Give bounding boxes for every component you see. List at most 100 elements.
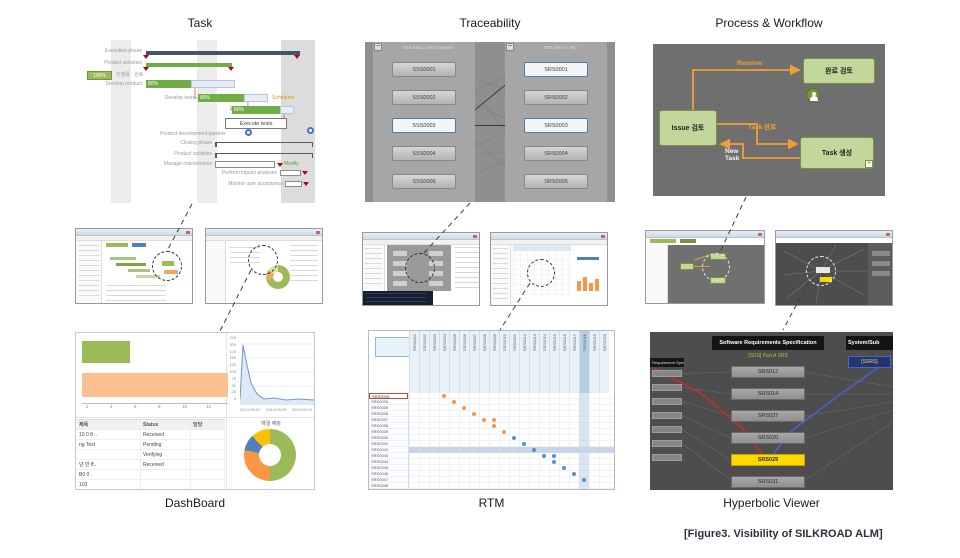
close-icon (758, 233, 762, 236)
rtm-row-label: SRS0040 (369, 435, 408, 441)
hyperbolic-left-node (652, 370, 682, 377)
axis-tick: 2014-09-07 (240, 407, 261, 412)
mini-donut-hole (273, 272, 283, 282)
mini-tree-panel (363, 245, 385, 291)
mini-menu-bar (206, 236, 322, 241)
rtm-dot (512, 436, 516, 440)
axis-tick: 4 (110, 404, 113, 409)
dashboard-green-bar (82, 341, 130, 363)
edge-label-new-task: New Task (725, 148, 740, 163)
dashboard-line-chart (240, 343, 314, 405)
trace-node: SSS0006 (392, 174, 456, 189)
gantt-summary-bar (146, 63, 232, 67)
mini-trace-box (393, 251, 407, 256)
axis-tick: 10 (182, 404, 188, 409)
rtm-col-header-text: SRS0011 (512, 334, 517, 351)
gantt-progress-bar: 80% (232, 106, 280, 114)
table-row: 년 반 ff.. Received (77, 460, 225, 470)
axis-tick: 2 (86, 404, 89, 409)
table-cell (141, 470, 191, 479)
workflow-node-task-create: Task 생성 (800, 137, 874, 169)
milestone-marker (143, 55, 149, 59)
dash-line-yaxis: 225 200 175 150 125 100 75 50 25 0 (216, 335, 238, 407)
milestone-marker (294, 55, 300, 59)
donut-hole (259, 444, 281, 466)
rtm-dot (472, 412, 476, 416)
trace-node: SSS0004 (392, 146, 456, 161)
gantt-row-label: Develop tests (164, 95, 195, 101)
hyperbolic-left-node (652, 398, 682, 405)
mini-tree-panel (76, 241, 102, 303)
table-row: ng Test Pending (77, 440, 225, 450)
table-cell (141, 480, 191, 489)
mini-workflow-node (680, 263, 694, 270)
calendar-stripe (111, 40, 131, 203)
rtm-col-headers: SRS0001 SRS0002 SRS0003 SRS0004 SRS0005 SRS00… (409, 331, 614, 393)
mini-menu-bar (491, 240, 607, 245)
label-rtm: RTM (478, 496, 505, 510)
table-cell (191, 430, 225, 439)
table-header-row: 제목 Status 담당 (77, 420, 225, 430)
zoom-callout-circle (806, 256, 836, 286)
dash-line-xaxis: 2014-09-07 2014-09-09 2014-09-11 (240, 407, 314, 415)
hyperbolic-node: SRS020 (731, 432, 805, 444)
table-cell: 103 (77, 480, 141, 489)
rtm-col-header: SRS0017 (569, 331, 579, 393)
dashboard-donut-chart (244, 429, 296, 481)
table-cell (191, 480, 225, 489)
table-cell: ng Test (77, 440, 141, 449)
axis-tick: 2014-09-11 (292, 407, 313, 412)
progress-chip: 100% (87, 71, 112, 80)
pipeline-icon (245, 129, 252, 136)
close-icon (601, 235, 605, 238)
rtm-col-header: SRS0005 (449, 331, 459, 393)
rtm-col-header-text: SRS0018 (582, 334, 587, 352)
decor-lines (290, 245, 318, 285)
rtm-col-header: SRS0015 (549, 331, 559, 393)
milestone-marker (228, 67, 234, 71)
hyperbolic-subtitle: [SRS] Part A SRS (748, 353, 788, 359)
table-cell: Pending (141, 440, 191, 449)
rtm-row-label: SRS0042 (369, 447, 408, 453)
rtm-col-header: SRS0018 (579, 331, 589, 393)
gantt-row-label: Monitor user acceptance (228, 181, 283, 187)
mini-task-app-screenshot (75, 228, 193, 304)
axis-tick: 150 (229, 355, 236, 361)
axis-tick: 8 (158, 404, 161, 409)
task-gantt-panel: Execution phase Product activities 100% … (85, 40, 315, 203)
table-cell: 10 0 8 :. (77, 430, 141, 439)
mini-workflow-app-screenshot (645, 230, 765, 304)
gantt-row-label: Product activities (104, 60, 142, 66)
axis-tick: 225 (229, 335, 236, 340)
milestone-marker (143, 67, 149, 71)
mini-histogram-bar (589, 283, 593, 291)
mini-rtm-app-screenshot (490, 232, 608, 306)
axis-tick: 25 (231, 389, 236, 395)
rtm-col-header: SRS0019 (589, 331, 599, 393)
rtm-col-header-text: SRS0017 (572, 334, 577, 352)
mini-trace-box (393, 261, 407, 266)
traceability-panel: − SSS Basic Select System SSS0001 SSS0002… (365, 42, 615, 202)
rtm-row-label: SRS0047 (369, 477, 408, 483)
gantt-outline-bar (285, 181, 302, 187)
rtm-dot (482, 418, 486, 422)
gantt-outline-bar (280, 170, 301, 176)
figure-caption: [Figure3. Visibility of SILKROAD ALM] (684, 528, 883, 540)
trace-node: SRS0005 (524, 174, 588, 189)
rtm-dot (442, 394, 446, 398)
table-row: B0 0 . (77, 470, 225, 480)
mini-dashboard-app-screenshot (205, 228, 323, 304)
milestone-marker (302, 171, 308, 175)
table-cell (191, 440, 225, 449)
gantt-row-label: Closing phase (180, 140, 212, 146)
hyperbolic-node: SRS012 (731, 366, 805, 378)
mini-hyperbolic-app-screenshot (775, 230, 893, 306)
edge-label-resolve: Resolve (737, 60, 762, 67)
mini-tree-panel (206, 241, 226, 303)
rtm-col-header-text: SRS0016 (562, 334, 567, 352)
rtm-col-header: SRS0020 (599, 331, 609, 393)
mini-title-bar (776, 231, 892, 238)
rtm-col-header: SRS0011 (509, 331, 519, 393)
rtm-dot (502, 430, 506, 434)
